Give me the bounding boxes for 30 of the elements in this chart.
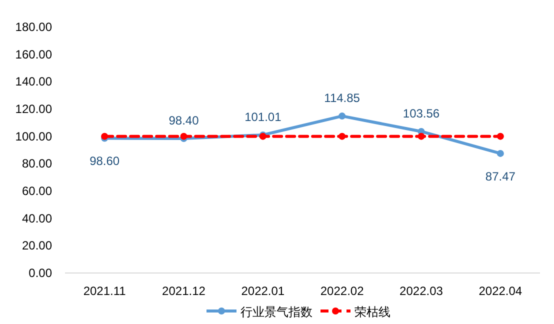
point — [338, 112, 346, 120]
data-label: 98.40 — [168, 114, 200, 128]
point — [496, 132, 504, 140]
y-tick-label: 120.00 — [15, 102, 52, 116]
y-tick-label: 60.00 — [22, 184, 52, 198]
point — [418, 132, 425, 140]
data-label: 101.01 — [244, 110, 282, 124]
y-tick-label: 40.00 — [22, 211, 52, 226]
y-tick-label: 180.00 — [15, 20, 52, 34]
point — [496, 150, 504, 157]
x-tick-label: 2022.04 — [478, 284, 522, 298]
x-tick-label: 2022.01 — [241, 284, 285, 298]
point — [338, 132, 346, 140]
legend-label: 荣枯线 — [354, 305, 390, 319]
x-tick-label: 2022.03 — [400, 284, 444, 298]
x-tick-label: 2021.12 — [162, 284, 206, 298]
y-tick-label: 0.00 — [28, 266, 52, 280]
point — [180, 132, 188, 140]
legend-label: 行业景气指数 — [240, 305, 312, 319]
x-tick-label: 2021.11 — [83, 284, 126, 298]
y-tick-label: 140.00 — [15, 74, 52, 89]
data-label: 114.85 — [324, 91, 360, 106]
y-tick-label: 160.00 — [15, 47, 52, 62]
data-label: 87.47 — [485, 169, 516, 184]
data-label: 103.56 — [402, 106, 440, 120]
y-tick-label: 100.00 — [15, 129, 52, 144]
y-tick-label: 20.00 — [22, 238, 52, 253]
x-tick-label: 2022.02 — [320, 284, 364, 298]
data-label: 98.60 — [90, 154, 120, 168]
y-tick-label: 80.00 — [22, 156, 52, 171]
